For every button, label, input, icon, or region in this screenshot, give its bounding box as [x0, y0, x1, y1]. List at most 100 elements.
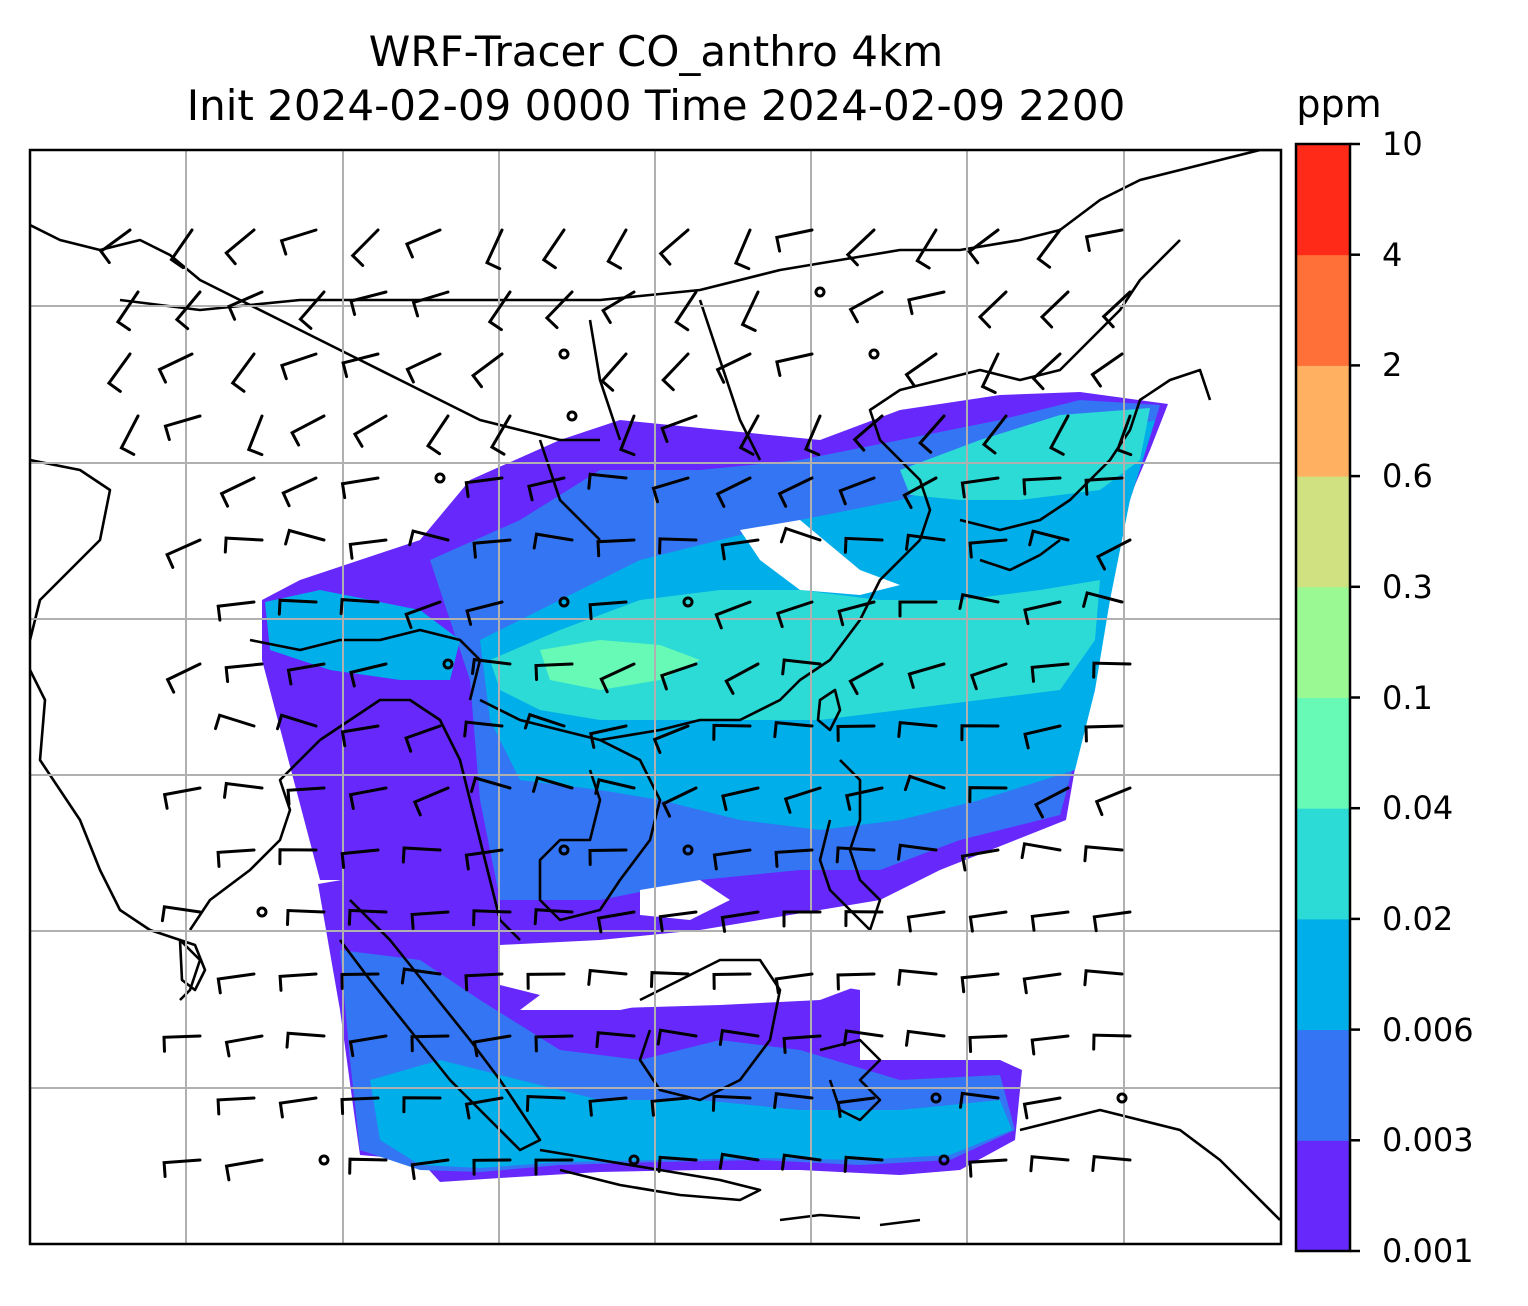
colorbar [1294, 142, 1360, 1253]
wind-barb [1101, 290, 1132, 329]
wind-barb [339, 598, 380, 616]
wind-barb [165, 538, 202, 569]
wind-barb [1094, 786, 1132, 817]
wind-barb [223, 781, 264, 799]
coast-sri-lanka [178, 938, 207, 992]
wind-barb [525, 1094, 566, 1112]
wind-barb [298, 290, 326, 330]
wind-barb [1082, 591, 1124, 608]
calm-wind-marker [318, 1154, 330, 1166]
wind-barb [348, 1034, 388, 1058]
wind-barb [650, 971, 690, 988]
wind-barb [352, 414, 388, 448]
wind-barb [618, 414, 636, 457]
wind-barb [969, 662, 1008, 691]
wind-barb [599, 662, 636, 694]
wind-barb [711, 1094, 752, 1112]
colorbar-tick-label: 0.04 [1382, 789, 1454, 828]
wind-barb [774, 848, 814, 868]
wind-barb [596, 910, 636, 934]
tracer-layer-peak [490, 580, 1100, 720]
wind-barb [660, 414, 698, 443]
colorbar-tick-label: 0.003 [1382, 1121, 1474, 1160]
wind-barb [216, 972, 256, 995]
wind-barb [219, 476, 256, 508]
wind-barb [340, 724, 380, 748]
wind-barb [968, 786, 1008, 804]
wind-barb [842, 1029, 884, 1047]
wind-barb [532, 776, 574, 793]
wind-barb [160, 905, 202, 923]
wind-barb [286, 786, 326, 806]
border-china-north [30, 223, 600, 442]
wind-barb [587, 968, 628, 986]
calm-wind-marker [1116, 1092, 1128, 1104]
wind-barb [674, 290, 698, 332]
wind-barb [227, 290, 264, 321]
wind-barb [489, 414, 512, 456]
wind-barb [533, 908, 574, 926]
wind-barb [600, 352, 628, 392]
wind-barbs [98, 228, 1133, 1182]
coast-bay-of-bengal [319, 698, 521, 941]
wind-barb [119, 414, 140, 456]
wind-barb [781, 1153, 822, 1171]
wind-barb [284, 528, 326, 546]
wind-barb [718, 1152, 760, 1170]
wind-barb [838, 476, 876, 506]
wind-barb [174, 290, 202, 331]
wind-barb [959, 1091, 1000, 1109]
wind-barb [715, 476, 752, 508]
wind-barb [650, 1096, 690, 1117]
wind-barb [162, 1158, 202, 1178]
wind-barb [534, 662, 574, 681]
colorbar-segment [1296, 918, 1350, 1031]
coast-south-china [599, 539, 921, 742]
wind-barb [1023, 724, 1062, 750]
calm-wind-marker [256, 906, 268, 918]
wind-barb [1022, 1096, 1062, 1120]
wind-barb [968, 1034, 1008, 1053]
wind-barb [960, 848, 1000, 872]
wind-barb [845, 786, 884, 811]
wind-barb [347, 908, 388, 926]
wind-barb [836, 1096, 876, 1118]
wind-barb [224, 1034, 264, 1058]
wind-barb [845, 228, 876, 267]
colorbar-segment [1296, 365, 1350, 477]
calm-wind-marker [558, 844, 570, 856]
colorbar-tick-label: 10 [1382, 125, 1423, 163]
wind-barb [1092, 1033, 1132, 1051]
wind-barb [658, 228, 690, 266]
wind-barb [1084, 724, 1124, 743]
border-himalaya [249, 628, 482, 701]
wind-barb [904, 352, 938, 388]
wind-barb [340, 972, 380, 990]
wind-barb [837, 600, 876, 627]
wind-barb [404, 228, 442, 259]
wind-barb [897, 968, 938, 986]
wind-barb [720, 538, 760, 561]
wind-barb [918, 414, 946, 454]
wind-barb [465, 600, 504, 626]
wind-barb [958, 593, 1000, 610]
wind-barb [400, 967, 442, 985]
coast-sulawesi [819, 1038, 882, 1122]
wind-barb [720, 910, 760, 933]
wind-barb [526, 972, 566, 990]
wind-barb [224, 228, 256, 266]
map-border [28, 148, 1283, 1246]
wind-barb [960, 476, 1000, 499]
wind-barb [652, 724, 690, 754]
wind-barb [278, 972, 318, 992]
wind-barb [588, 600, 628, 621]
wind-barb [532, 532, 574, 550]
wind-barb [404, 600, 442, 629]
wind-barb [157, 352, 194, 384]
wind-barb [463, 720, 504, 738]
colorbar-segment [1296, 1140, 1350, 1252]
wind-barb [718, 1028, 760, 1046]
wind-barb [544, 290, 574, 330]
coast-korea-japan [959, 368, 1212, 572]
wind-barb [246, 414, 264, 457]
